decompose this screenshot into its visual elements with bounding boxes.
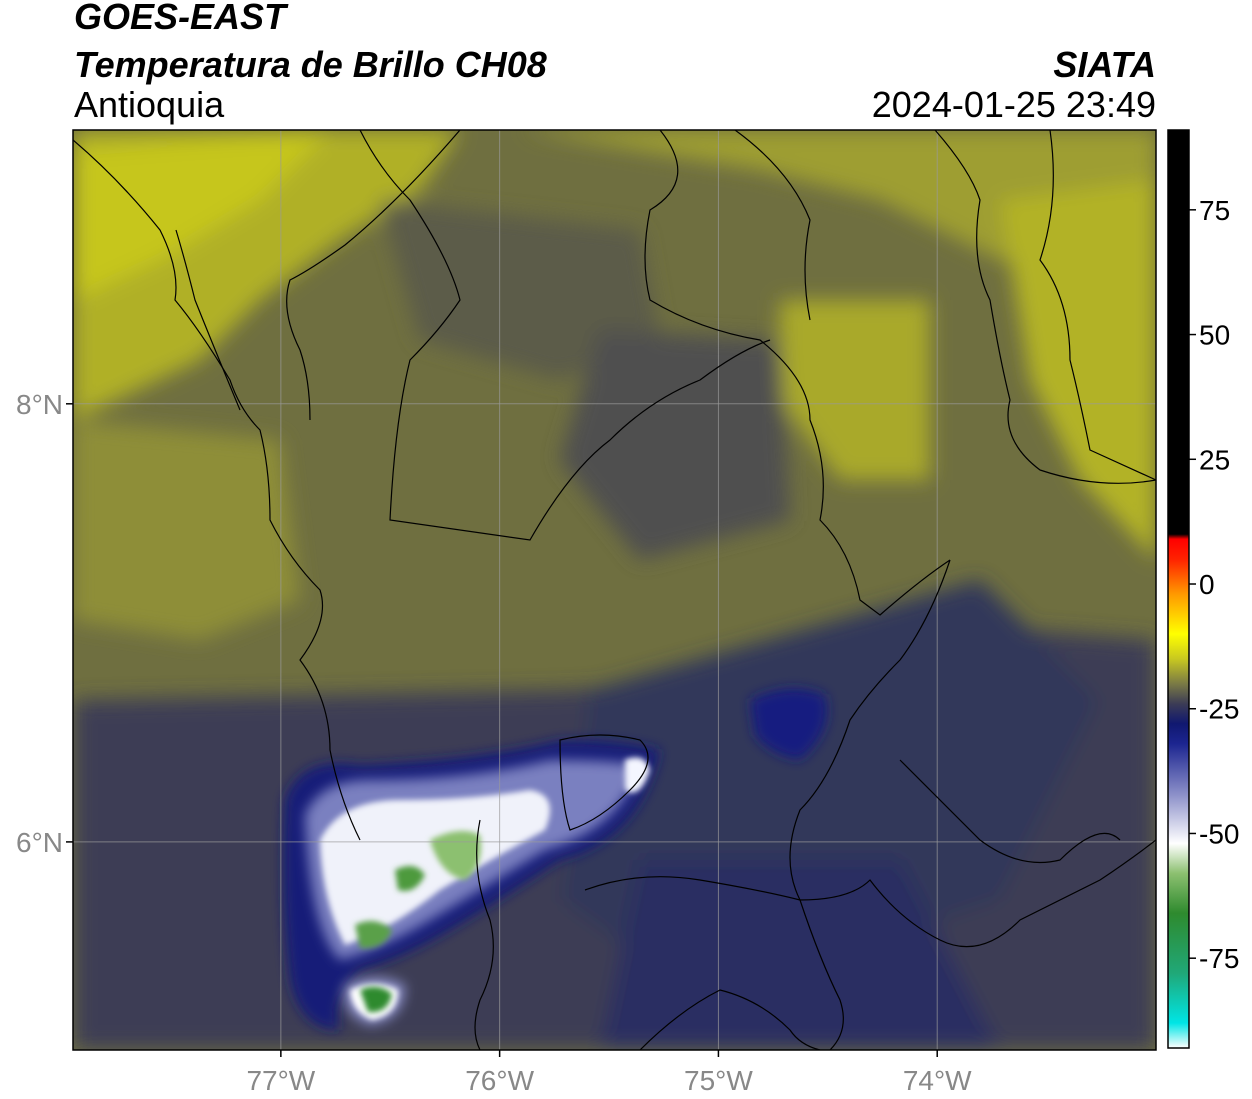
map-frame [72, 129, 1157, 1051]
colorbar-tick-label: -50 [1199, 818, 1239, 849]
colorbar-gradient [1168, 130, 1189, 1048]
lon-tick-label: 75°W [684, 1065, 753, 1096]
gridlines [73, 130, 1156, 1050]
latitude-axis: 8°N 6°N [16, 389, 73, 858]
colorbar-tick-label: -25 [1199, 694, 1239, 725]
temperature-field [73, 130, 1156, 1050]
colorbar-tick-label: -75 [1199, 943, 1239, 974]
region-label: Antioquia [74, 84, 225, 125]
lon-tick-label: 76°W [465, 1065, 534, 1096]
satellite-title: GOES-EAST [74, 0, 287, 37]
lon-tick-label: 74°W [903, 1065, 972, 1096]
product-title: Temperatura de Brillo CH08 [74, 44, 547, 85]
colorbar-tick-label: 50 [1199, 320, 1230, 351]
timestamp-label: 2024-01-25 23:49 [871, 84, 1156, 125]
colorbar-frame [1167, 129, 1190, 1049]
longitude-axis: 77°W 76°W 75°W 74°W [246, 1050, 972, 1096]
colorbar: 75 50 25 0 -25 -50 -75 [1167, 129, 1239, 1049]
boundaries [73, 130, 1156, 1050]
lat-tick-label: 8°N [16, 389, 63, 420]
colorbar-tick-label: 25 [1199, 444, 1230, 475]
organization-label: SIATA [1053, 44, 1156, 85]
colorbar-tick-label: 75 [1199, 195, 1230, 226]
colorbar-tick-label: 0 [1199, 569, 1215, 600]
lon-tick-label: 77°W [246, 1065, 315, 1096]
lat-tick-label: 6°N [16, 827, 63, 858]
